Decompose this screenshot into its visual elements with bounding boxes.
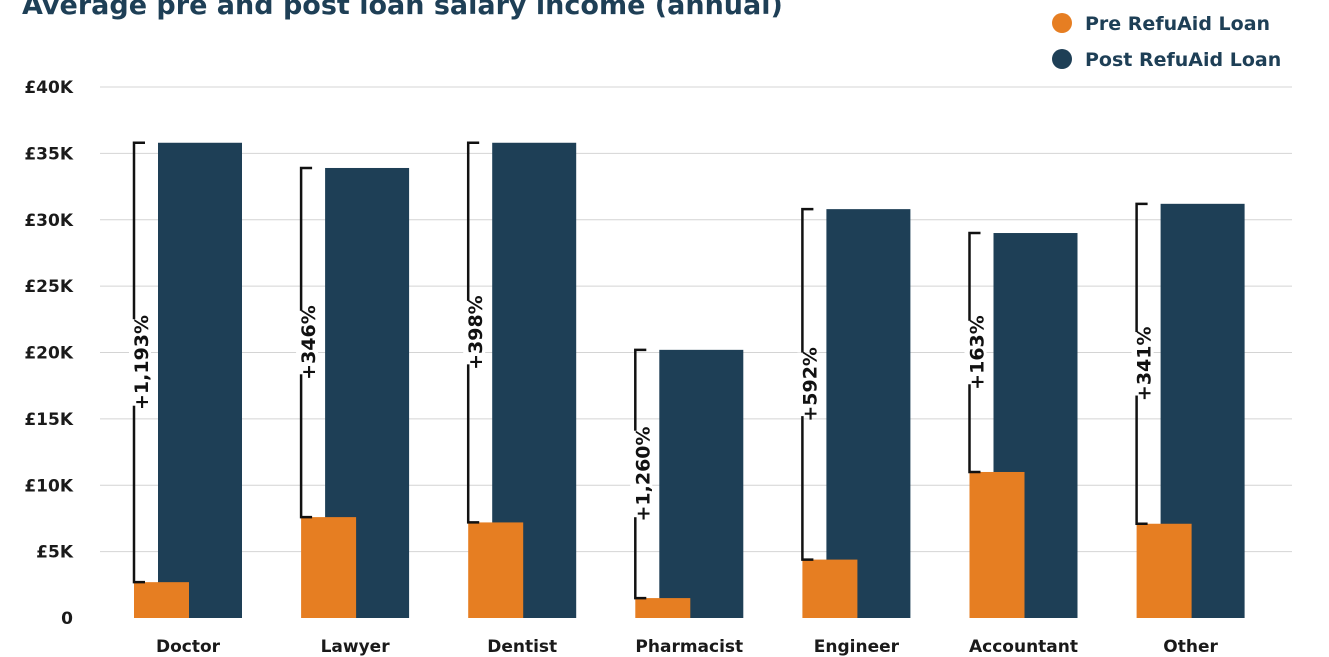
change-label: +398% bbox=[465, 295, 487, 370]
legend-swatch bbox=[1052, 49, 1072, 69]
change-label-bg bbox=[1131, 332, 1154, 396]
legend: Pre RefuAid Loan Post RefuAid Loan bbox=[1052, 13, 1281, 71]
x-tick-label: Engineer bbox=[814, 637, 900, 657]
change-label-group: +163% bbox=[964, 315, 989, 390]
post-loan-bar bbox=[158, 142, 242, 618]
x-tick-label: Accountant bbox=[969, 637, 1078, 657]
change-label-group: +592% bbox=[797, 347, 821, 422]
legend-swatch bbox=[1052, 13, 1072, 33]
change-label-group: +1,260% bbox=[630, 426, 654, 521]
pre-loan-bar bbox=[468, 522, 524, 618]
x-tick-label: Lawyer bbox=[321, 637, 391, 657]
y-tick-label: £35K bbox=[24, 144, 73, 164]
pre-loan-bar bbox=[635, 598, 691, 618]
y-tick-label: £25K bbox=[24, 277, 73, 297]
y-tick-label: 0 bbox=[61, 609, 73, 629]
y-tick-label: £20K bbox=[24, 344, 73, 364]
post-loan-bar bbox=[826, 209, 911, 618]
pre-loan-bar bbox=[802, 559, 858, 618]
x-tick-label: Doctor bbox=[156, 637, 221, 657]
pre-loan-bar bbox=[1136, 523, 1192, 618]
change-label-bg bbox=[630, 430, 653, 518]
bars bbox=[134, 142, 1245, 619]
change-label-bg bbox=[797, 352, 820, 417]
y-tick-label: £30K bbox=[24, 211, 73, 231]
x-tick-label: Dentist bbox=[487, 637, 557, 657]
chart-title: Average pre and post loan salary income … bbox=[22, 0, 783, 21]
change-label: +163% bbox=[967, 315, 989, 390]
brackets: +1,193% +346% +398% +1,260% +592% +163% +341% bbox=[129, 141, 1156, 600]
legend-label: Post RefuAid Loan bbox=[1085, 49, 1281, 71]
legend-label: Pre RefuAid Loan bbox=[1085, 13, 1270, 35]
x-tick-label: Pharmacist bbox=[635, 637, 743, 657]
change-label-bg bbox=[964, 320, 987, 385]
y-tick-label: £40K bbox=[24, 78, 73, 98]
change-label-bg bbox=[296, 310, 319, 375]
change-label: +1,260% bbox=[632, 426, 654, 521]
y-axis: 0 £5K £10K £15K £20K £25K £30K £35K £40K bbox=[24, 78, 73, 629]
change-label-group: +1,193% bbox=[129, 315, 153, 410]
change-label-group: +346% bbox=[296, 305, 320, 380]
post-loan-bar bbox=[659, 349, 744, 618]
pre-loan-bar bbox=[969, 471, 1025, 618]
change-label-group: +398% bbox=[463, 295, 487, 370]
y-tick-label: £10K bbox=[24, 476, 73, 496]
change-label-bg bbox=[463, 300, 486, 365]
change-label-bg bbox=[129, 319, 151, 406]
x-tick-label: Other bbox=[1163, 637, 1218, 657]
change-label: +341% bbox=[1134, 326, 1156, 401]
pre-loan-bar bbox=[301, 517, 357, 618]
pre-loan-bar bbox=[134, 582, 189, 618]
x-axis: Doctor Lawyer Dentist Pharmacist Engineer Acc… bbox=[156, 637, 1219, 657]
change-label-group: +341% bbox=[1131, 326, 1156, 401]
change-label: +346% bbox=[298, 305, 320, 380]
y-tick-label: £15K bbox=[24, 410, 73, 430]
change-label: +592% bbox=[799, 347, 821, 422]
y-tick-label: £5K bbox=[36, 543, 74, 563]
change-label: +1,193% bbox=[131, 315, 153, 410]
